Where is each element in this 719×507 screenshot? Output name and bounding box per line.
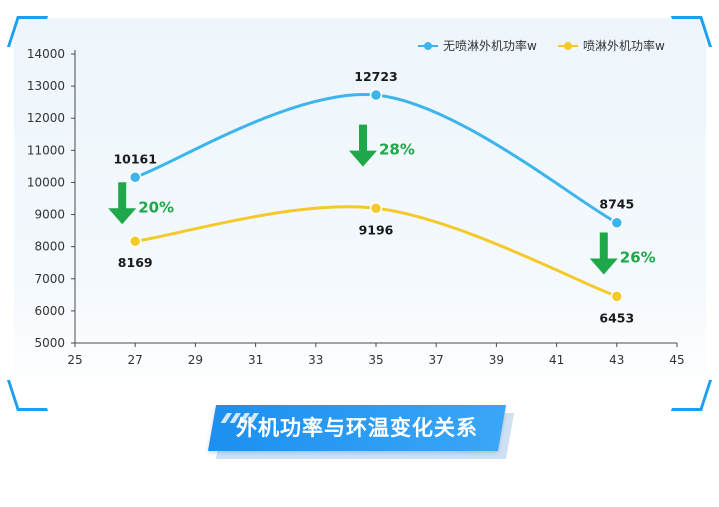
- legend-marker-1: [424, 42, 432, 50]
- y-tick-label: 14000: [27, 47, 65, 61]
- data-point: [610, 216, 624, 229]
- legend-label-2: 喷淋外机功率w: [583, 38, 665, 53]
- y-tick-label: 10000: [27, 175, 65, 189]
- data-label: 10161: [113, 151, 157, 166]
- data-label: 12723: [354, 69, 398, 84]
- line-chart: 5000 6000 7000 8000 9000 10000 11000 12000 13000…: [27, 38, 685, 367]
- data-point: [369, 202, 383, 215]
- x-tick-label: 45: [669, 353, 684, 367]
- data-point: [369, 88, 383, 102]
- data-point: [610, 290, 624, 303]
- data-label: 6453: [599, 310, 634, 325]
- y-tick-label: 12000: [27, 111, 65, 125]
- data-point: [128, 171, 142, 184]
- x-tick-label: 33: [308, 353, 323, 367]
- down-arrow-icon: [349, 124, 377, 167]
- y-tick-label: 7000: [34, 272, 65, 286]
- y-tick-label: 6000: [34, 304, 65, 318]
- reduction-percent-label: 20%: [138, 198, 174, 216]
- reduction-percent-label: 26%: [620, 249, 656, 267]
- x-tick-label: 31: [248, 353, 263, 367]
- legend-label-1: 无喷淋外机功率w: [443, 38, 537, 53]
- series-line-2: [133, 205, 619, 298]
- legend-marker-2: [564, 42, 572, 50]
- x-tick-label: 39: [489, 353, 504, 367]
- x-tick-label: 37: [429, 353, 444, 367]
- x-tick-label: 27: [128, 353, 143, 367]
- down-arrow-icon: [589, 232, 618, 275]
- y-tick-label: 13000: [27, 79, 65, 93]
- down-arrow-icon: [108, 182, 137, 225]
- chart-title: 外机功率与环温变化关系: [236, 416, 478, 440]
- x-tick-label: 25: [67, 353, 82, 367]
- data-label: 9196: [359, 222, 394, 237]
- y-tick-label: 8000: [34, 240, 65, 254]
- data-point: [128, 234, 142, 248]
- data-label: 8169: [118, 255, 153, 270]
- x-tick-label: 35: [368, 353, 383, 367]
- chart-title-banner: 外机功率与环温变化关系: [207, 405, 515, 461]
- y-tick-label: 5000: [34, 336, 65, 350]
- x-tick-label: 43: [609, 353, 624, 367]
- y-tick-label: 9000: [34, 208, 65, 222]
- reduction-percent-label: 28%: [379, 141, 415, 159]
- x-tick-label: 29: [188, 353, 203, 367]
- y-tick-label: 11000: [27, 143, 65, 157]
- x-tick-label: 41: [549, 353, 564, 367]
- data-label: 8745: [599, 197, 634, 212]
